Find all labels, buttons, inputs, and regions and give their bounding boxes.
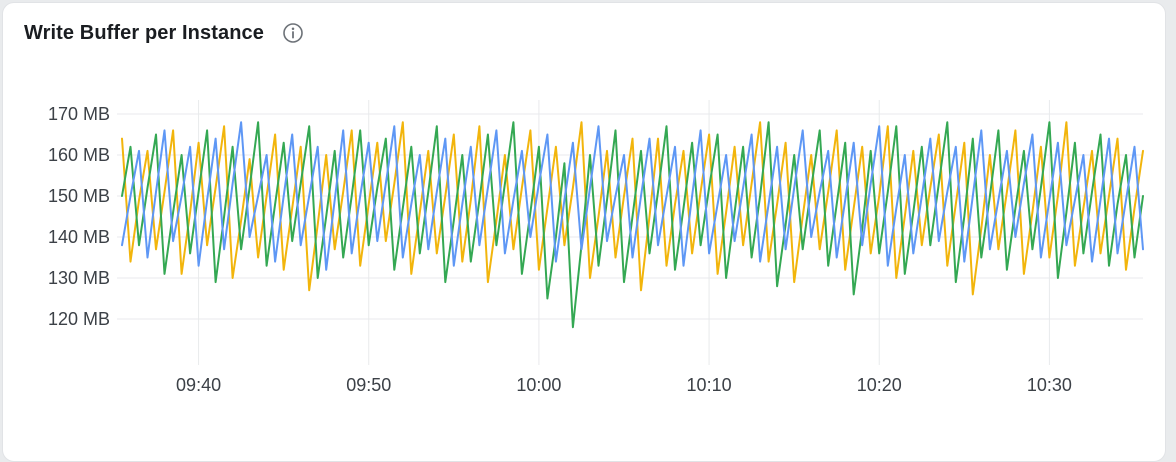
y-axis-tick-label: 170 MB [48,104,110,124]
y-axis-tick-label: 150 MB [48,186,110,206]
x-axis-tick-label: 10:10 [687,375,732,395]
x-axis-tick-label: 09:50 [346,375,391,395]
series-lines [121,121,1144,329]
x-axis-tick-label: 10:30 [1027,375,1072,395]
x-axis-tick-label: 10:20 [857,375,902,395]
x-axis-tick-label: 09:40 [176,375,221,395]
y-axis-tick-label: 120 MB [48,309,110,329]
axis-labels: 170 MB 160 MB 150 MB 140 MB 130 MB 120 MB 09:4… [48,104,1072,395]
y-axis-tick-label: 160 MB [48,145,110,165]
y-axis-tick-label: 140 MB [48,227,110,247]
panel-header: Write Buffer per Instance [24,17,304,49]
y-axis-tick-label: 130 MB [48,268,110,288]
series-yellow-line [121,121,1144,296]
series-green-line [121,121,1144,329]
x-axis-tick-label: 10:00 [516,375,561,395]
info-icon-glyph [283,23,303,43]
panel-title: Write Buffer per Instance [24,21,264,44]
series-blue-line [121,121,1144,271]
write-buffer-chart[interactable]: 170 MB 160 MB 150 MB 140 MB 130 MB 120 MB 09:4… [0,0,1176,408]
info-icon[interactable] [282,22,304,44]
